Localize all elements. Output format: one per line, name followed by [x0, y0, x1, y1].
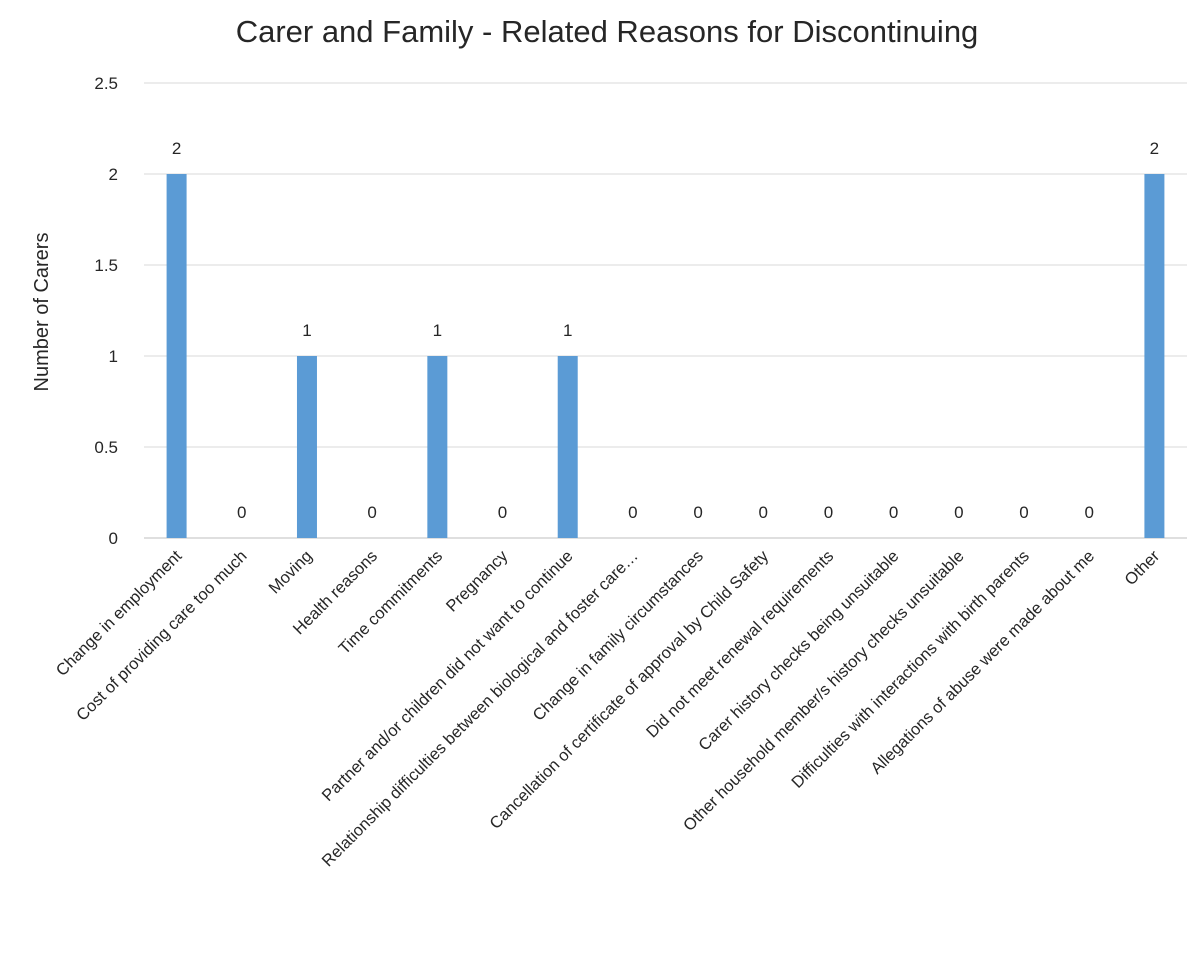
- y-tick-label: 2: [109, 165, 118, 184]
- data-label: 0: [889, 503, 898, 522]
- y-tick-label: 0.5: [94, 438, 118, 457]
- data-label: 1: [563, 321, 572, 340]
- bar: [557, 356, 578, 538]
- data-label: 0: [824, 503, 833, 522]
- category-label: Relationship difficulties between biolog…: [319, 547, 642, 870]
- category-label: Pregnancy: [443, 547, 512, 616]
- data-label: 0: [1084, 503, 1093, 522]
- data-label: 0: [237, 503, 246, 522]
- bar: [427, 356, 448, 538]
- data-label: 1: [433, 321, 442, 340]
- data-label: 1: [302, 321, 311, 340]
- data-label: 2: [172, 139, 181, 158]
- data-label: 0: [367, 503, 376, 522]
- data-label: 0: [759, 503, 768, 522]
- category-label: Allegations of abuse were made about me: [867, 547, 1098, 778]
- chart-title: Carer and Family - Related Reasons for D…: [236, 14, 979, 49]
- category-label: Difficulties with interactions with birt…: [788, 547, 1033, 792]
- bar: [166, 174, 187, 538]
- data-label: 0: [1019, 503, 1028, 522]
- y-tick-label: 1.5: [94, 256, 118, 275]
- data-label: 2: [1150, 139, 1159, 158]
- data-label: 0: [693, 503, 702, 522]
- y-axis-title: Number of Carers: [31, 233, 53, 392]
- gridlines: [144, 82, 1187, 539]
- y-tick-label: 0: [109, 529, 118, 548]
- y-tick-label: 1: [109, 347, 118, 366]
- bars: [166, 174, 1165, 538]
- data-label: 0: [628, 503, 637, 522]
- data-labels: 2 0 1 0 1 0 1 0 0 0 0 0 0 0 0 2: [172, 139, 1159, 522]
- data-label: 0: [498, 503, 507, 522]
- y-tick-label: 2.5: [94, 74, 118, 93]
- category-label: Other: [1121, 547, 1163, 589]
- y-axis-ticks: 0 0.5 1 1.5 2 2.5: [94, 74, 118, 548]
- bar: [1144, 174, 1165, 538]
- data-label: 0: [954, 503, 963, 522]
- bar: [296, 356, 317, 538]
- category-label: Change in employment: [53, 547, 186, 680]
- category-label: Moving: [265, 547, 315, 597]
- category-label: Partner and/or children did not want to …: [319, 547, 577, 805]
